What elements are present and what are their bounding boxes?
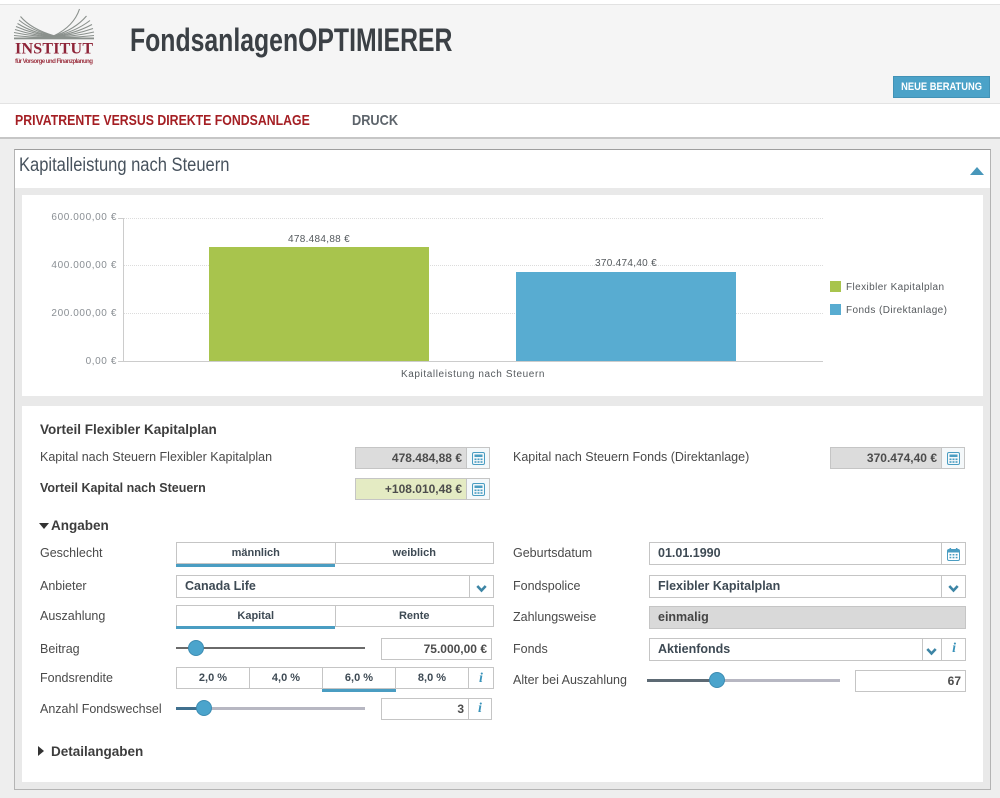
svg-text:für Vorsorge und Finanzplanung: für Vorsorge und Finanzplanung bbox=[15, 58, 93, 65]
svg-text:INSTITUT: INSTITUT bbox=[15, 41, 93, 58]
